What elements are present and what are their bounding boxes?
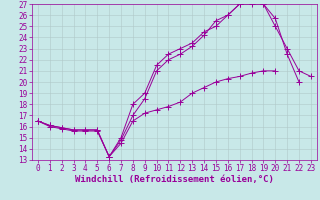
X-axis label: Windchill (Refroidissement éolien,°C): Windchill (Refroidissement éolien,°C) bbox=[75, 175, 274, 184]
